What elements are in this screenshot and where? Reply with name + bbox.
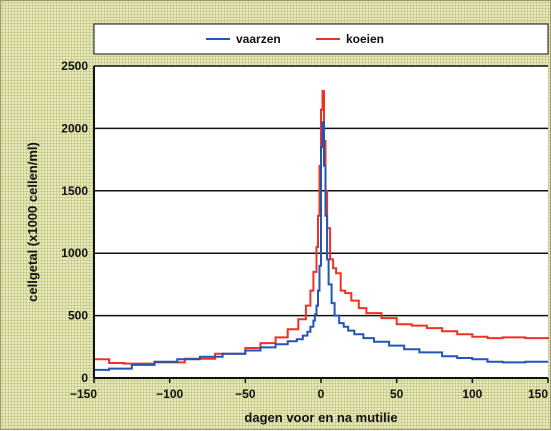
x-tick-label: −150 (70, 387, 97, 401)
x-tick-label: −100 (156, 387, 183, 401)
y-axis-label: cellgetal (x1000 cellen/ml) (25, 142, 40, 302)
x-axis-label: dagen voor en na mutilie (244, 410, 397, 425)
legend-label-koeien: koeien (346, 32, 384, 46)
y-tick-label: 1500 (61, 184, 88, 198)
y-tick-label: 1000 (61, 246, 88, 260)
y-tick-label: 0 (81, 371, 88, 385)
x-tick-label: 150 (528, 387, 548, 401)
y-tick-label: 2500 (61, 59, 88, 73)
x-tick-label: 100 (462, 387, 482, 401)
x-tick-label: 0 (318, 387, 325, 401)
series-line-vaarzen (94, 121, 548, 371)
x-tick-label: 50 (390, 387, 404, 401)
x-tick-label: −50 (235, 387, 256, 401)
legend-label-vaarzen: vaarzen (236, 32, 281, 46)
y-tick-label: 500 (68, 309, 88, 323)
y-tick-label: 2000 (61, 121, 88, 135)
